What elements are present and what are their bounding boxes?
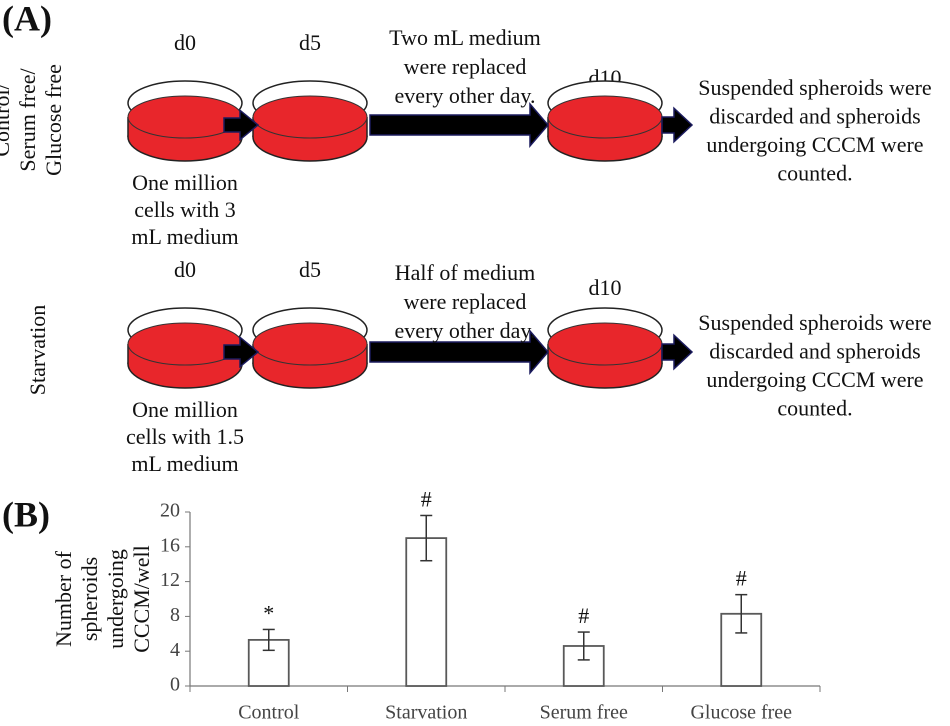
bar [562, 645, 605, 687]
procedure-text: were replaced [404, 54, 527, 79]
significance-mark: # [578, 603, 589, 628]
group-label: Control/ [0, 82, 14, 156]
bar [405, 537, 448, 687]
dish-medium-top [547, 322, 663, 366]
seeding-text: cells with 3 [134, 197, 235, 222]
seeding-text: One million [132, 397, 238, 422]
y-axis-title: spheroids [77, 557, 102, 641]
group-label: Glucose free [41, 64, 66, 176]
error-bar [262, 628, 275, 652]
arrow [223, 108, 260, 142]
dish-medium-top [252, 322, 368, 366]
seeding-text: cells with 1.5 [126, 424, 244, 449]
y-tick-label: 16 [160, 534, 180, 556]
arrow [661, 333, 694, 371]
seeding-text: mL medium [131, 224, 238, 249]
dish-medium-top [252, 95, 368, 139]
outcome-text: counted. [777, 396, 852, 421]
procedure-text: were replaced [404, 289, 527, 314]
y-tick-label: 8 [170, 604, 180, 626]
procedure-text: Two mL medium [389, 25, 541, 50]
y-axis-title: undergoing [103, 549, 128, 649]
significance-mark: # [736, 566, 747, 591]
significance-mark: # [421, 487, 432, 512]
outcome-text: discarded and spheroids [709, 104, 920, 129]
day-label: d0 [174, 30, 196, 55]
outcome-text: undergoing CCCM were [706, 132, 923, 157]
y-tick-label: 20 [160, 500, 180, 522]
day-label: d0 [174, 257, 196, 282]
outcome-text: Suspended spheroids were [698, 310, 931, 335]
outcome-text: discarded and spheroids [709, 339, 920, 364]
dish-medium-top [547, 95, 663, 139]
seeding-text: One million [132, 170, 238, 195]
panel-label: (A) [2, 0, 52, 38]
arrow [369, 328, 549, 376]
error-bar [577, 631, 590, 661]
arrow [369, 101, 549, 149]
y-tick-label: 12 [160, 569, 180, 591]
procedure-text: Half of medium [395, 260, 536, 285]
group-label: Starvation [25, 305, 50, 395]
significance-mark: * [263, 600, 274, 625]
procedure-text: every other day. [395, 83, 536, 108]
day-label: d5 [299, 257, 321, 282]
day-label: d5 [299, 30, 321, 55]
arrow [661, 106, 694, 144]
day-label: d10 [589, 275, 622, 300]
outcome-text: Suspended spheroids were [698, 75, 931, 100]
outcome-text: undergoing CCCM were [706, 367, 923, 392]
procedure-text: every other day. [395, 318, 536, 343]
error-bar [735, 593, 748, 634]
x-tick-label: Serum free [540, 702, 628, 724]
group-label: Serum free/ [15, 67, 40, 171]
y-axis-title: CCCM/well [129, 545, 154, 653]
y-axis-title: Number of [51, 550, 76, 647]
seeding-text: mL medium [131, 451, 238, 476]
arrow [223, 335, 260, 369]
error-bar [420, 514, 433, 562]
y-tick-label: 4 [170, 639, 180, 661]
outcome-text: counted. [777, 161, 852, 186]
bar [247, 638, 290, 687]
x-tick-label: Glucose free [690, 702, 792, 724]
x-tick-label: Starvation [385, 702, 467, 724]
y-tick-label: 0 [170, 674, 180, 696]
x-tick-label: Control [238, 702, 300, 724]
panel-label: (B) [2, 494, 50, 534]
